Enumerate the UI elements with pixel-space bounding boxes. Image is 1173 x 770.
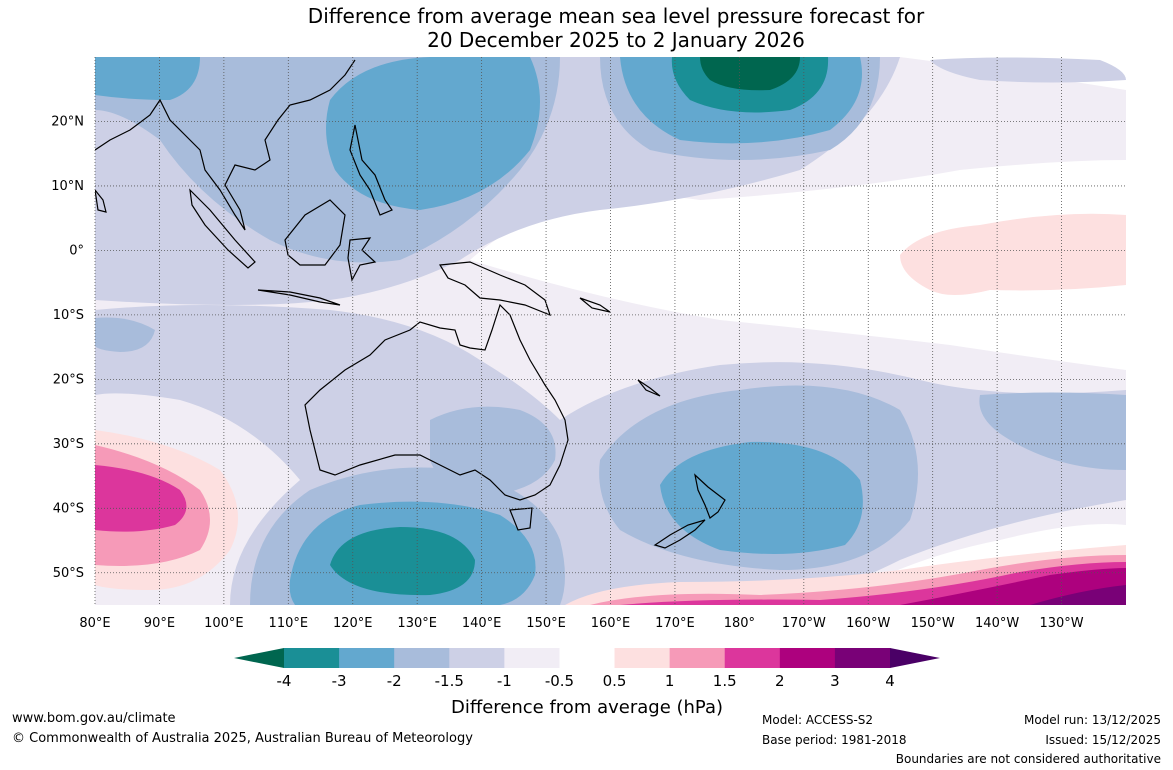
colorbar-extend-high xyxy=(890,648,940,668)
anomaly-minus3-south xyxy=(330,527,475,596)
colorbar-tick-labels: -4 -3 -2 -1.5 -1 -0.5 0.5 1 1.5 2 3 4 xyxy=(277,672,895,690)
colorbar-extend-low xyxy=(234,648,284,668)
colorbar-segment xyxy=(669,648,726,668)
coastlines xyxy=(95,59,726,549)
latitude-label: 10°N xyxy=(51,179,84,194)
colorbar-segment xyxy=(724,648,781,668)
anomaly-plus0_5-equatorial-east xyxy=(900,213,1126,295)
sumatra-coast xyxy=(189,188,256,269)
colorbar-tick-label: 0.5 xyxy=(603,672,627,690)
australia-coast xyxy=(304,303,569,501)
colorbar-tick-label: 1 xyxy=(665,672,675,690)
anomaly-field xyxy=(95,57,1126,605)
longitude-label: 90°E xyxy=(144,616,175,631)
longitude-label: 150°E xyxy=(526,616,566,631)
sulawesi-coast xyxy=(347,237,377,282)
colorbar-tick-label: -1.5 xyxy=(435,672,464,690)
base-period: Base period: 1981-2018 xyxy=(762,733,907,747)
anomaly-minus2-philippines xyxy=(326,57,540,210)
longitude-label: 170°E xyxy=(655,616,695,631)
longitude-label: 80°E xyxy=(79,616,110,631)
longitude-label: 100°E xyxy=(204,616,244,631)
anomaly-minus4-pacific-north xyxy=(700,57,800,91)
longitude-label: 160°E xyxy=(591,616,631,631)
issued-date: Issued: 15/12/2025 xyxy=(1045,733,1161,747)
longitude-label: 140°E xyxy=(462,616,502,631)
colorbar-tick-label: -1 xyxy=(497,672,512,690)
new-guinea-coast xyxy=(438,261,551,317)
copyright-notice: © Commonwealth of Australia 2025, Austra… xyxy=(12,731,473,746)
latitude-label: 40°S xyxy=(53,501,84,516)
anomaly-minus1_5-east xyxy=(979,392,1126,470)
philippines-coast xyxy=(349,124,393,216)
new-caledonia-coast xyxy=(637,379,661,397)
colorbar-tick-label: -0.5 xyxy=(545,672,574,690)
anomaly-plus3-south-east xyxy=(1030,585,1126,605)
latitude-label: 50°S xyxy=(53,566,84,581)
colorbar xyxy=(234,648,940,668)
boundary-disclaimer: Boundaries are not considered authoritat… xyxy=(895,752,1161,766)
model-run-date: Model run: 13/12/2025 xyxy=(1023,713,1161,727)
anomaly-minus1_5-australia xyxy=(430,406,556,495)
anomaly-band-minus1-east xyxy=(930,57,1126,83)
latitude-labels: 20°N 10°N 0° 10°S 20°S 30°S 40°S 50°S xyxy=(51,114,84,580)
colorbar-title: Difference from average (hPa) xyxy=(451,697,723,718)
asia-mainland-coast xyxy=(95,59,356,231)
new-zealand-north-coast xyxy=(694,473,726,519)
longitude-label: 130°E xyxy=(397,616,437,631)
longitude-label: 150°W xyxy=(911,616,955,631)
solomon-islands-coast xyxy=(579,297,611,313)
longitude-label: 180° xyxy=(724,616,755,631)
colorbar-segment xyxy=(559,648,616,668)
longitude-label: 170°W xyxy=(782,616,826,631)
anomaly-minus2-north xyxy=(95,57,200,100)
colorbar-tick-label: -2 xyxy=(387,672,402,690)
colorbar-segment xyxy=(449,648,505,668)
graticule xyxy=(94,57,1126,605)
colorbar-tick-label: 2 xyxy=(775,672,785,690)
anomaly-minus2-tasman xyxy=(660,441,863,554)
colorbar-segment xyxy=(504,648,560,668)
colorbar-tick-label: 3 xyxy=(830,672,840,690)
borneo-coast xyxy=(284,199,346,266)
colorbar-tick-label: -3 xyxy=(332,672,347,690)
colorbar-segment xyxy=(834,648,891,668)
map-title-line2: 20 December 2025 to 2 January 2026 xyxy=(427,28,805,52)
latitude-label: 20°S xyxy=(53,372,84,387)
colorbar-segment xyxy=(394,648,450,668)
colorbar-segment xyxy=(614,648,671,668)
neutral-region-north-east xyxy=(470,160,1126,370)
map-title-line1: Difference from average mean sea level p… xyxy=(307,4,925,28)
latitude-label: 20°N xyxy=(51,114,84,129)
map-title: Difference from average mean sea level p… xyxy=(0,4,1173,52)
latitude-label: 0° xyxy=(69,243,84,258)
latitude-label: 30°S xyxy=(53,437,84,452)
longitude-label: 120°E xyxy=(333,616,373,631)
colorbar-tick-label: 1.5 xyxy=(713,672,737,690)
colorbar-segment xyxy=(284,648,340,668)
model-name: Model: ACCESS-S2 xyxy=(762,713,874,727)
longitude-label: 140°W xyxy=(975,616,1019,631)
india-coast xyxy=(95,189,107,213)
new-zealand-south-coast xyxy=(653,519,706,549)
anomaly-minus1_5-west xyxy=(95,317,155,352)
colorbar-segment xyxy=(339,648,395,668)
anomaly-plus1_5-south-west xyxy=(95,465,187,532)
colorbar-segment xyxy=(779,648,836,668)
longitude-label: 160°W xyxy=(846,616,890,631)
java-coast xyxy=(257,289,341,306)
longitude-label: 130°W xyxy=(1039,616,1083,631)
website-url[interactable]: www.bom.gov.au/climate xyxy=(12,711,176,726)
longitude-labels: 80°E 90°E 100°E 110°E 120°E 130°E 140°E 150°E 16… xyxy=(79,616,1083,631)
colorbar-tick-label: -4 xyxy=(277,672,292,690)
longitude-label: 110°E xyxy=(269,616,309,631)
latitude-label: 10°S xyxy=(53,308,84,323)
colorbar-tick-label: 4 xyxy=(885,672,895,690)
